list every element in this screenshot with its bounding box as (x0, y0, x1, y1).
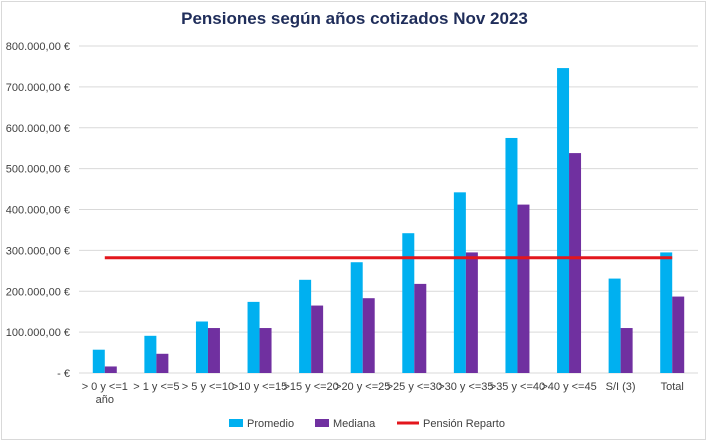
x-tick-label: Total (661, 381, 684, 393)
x-axis-ticks: > 0 y <=1 año > 1 y <=5 > 5 y <=10>10 y <=1… (82, 381, 684, 406)
legend: Promedio Mediana Pensión Reparto (229, 418, 505, 430)
bar-promedio (608, 278, 621, 373)
y-tick-label: - € (57, 368, 70, 380)
bar-promedio (453, 192, 466, 373)
y-tick-label: 500.000,00 € (6, 164, 70, 176)
y-tick-label: 600.000,00 € (6, 123, 70, 135)
x-tick-label: >25 y <=30 (387, 381, 442, 393)
bar-mediana (672, 296, 685, 373)
y-tick-label: 200.000,00 € (6, 286, 70, 298)
legend-label: Promedio (247, 418, 294, 430)
y-tick-label: 800.000,00 € (6, 41, 70, 53)
x-tick-label: >10 y <=15 (232, 381, 287, 393)
bar-mediana (259, 328, 272, 373)
gridlines (79, 45, 698, 374)
y-tick-label: 400.000,00 € (6, 205, 70, 217)
bar-promedio (505, 137, 518, 373)
legend-label: Mediana (333, 418, 376, 430)
x-tick-label: > 1 y <=5 (133, 381, 179, 393)
bar-promedio (660, 252, 673, 373)
bar-promedio (557, 68, 570, 373)
legend-swatch (315, 419, 329, 427)
y-tick-label: 300.000,00 € (6, 245, 70, 257)
y-tick-label: 700.000,00 € (6, 82, 70, 94)
bar-mediana (517, 204, 530, 373)
x-tick-label: S/I (3) (606, 381, 636, 393)
x-tick-label: >35 y <=40 (490, 381, 545, 393)
x-tick-label: >30 y <=35 (438, 381, 493, 393)
y-tick-label: 100.000,00 € (6, 327, 70, 339)
x-tick-label: > 0 y <=1 año (82, 381, 128, 406)
bar-promedio (299, 279, 312, 373)
bar-promedio (350, 262, 363, 373)
bar-mediana (414, 283, 427, 373)
bar-mediana (569, 153, 582, 373)
bar-promedio (247, 301, 260, 373)
y-axis-ticks: - € 100.000,00 € 200.000,00 € 300.000,00 € 4… (6, 41, 70, 380)
bars (92, 68, 685, 373)
bar-mediana (311, 305, 324, 373)
bar-mediana (207, 328, 220, 373)
chart-title: Pensiones según años cotizados Nov 2023 (181, 9, 528, 28)
x-tick-label: >40 y <=45 (541, 381, 596, 393)
bar-promedio (402, 233, 415, 373)
bar-promedio (92, 349, 105, 373)
bar-promedio (144, 335, 157, 373)
bar-promedio (195, 321, 208, 373)
bar-mediana (620, 328, 633, 373)
bar-mediana (156, 353, 169, 373)
x-tick-label: > 5 y <=10 (182, 381, 234, 393)
legend-swatch (229, 419, 243, 427)
legend-label: Pensión Reparto (423, 418, 505, 430)
x-tick-label: >15 y <=20 (283, 381, 338, 393)
bar-mediana (104, 366, 117, 373)
bar-mediana (362, 298, 375, 373)
bar-mediana (465, 252, 478, 373)
x-tick-label: >20 y <=25 (335, 381, 390, 393)
